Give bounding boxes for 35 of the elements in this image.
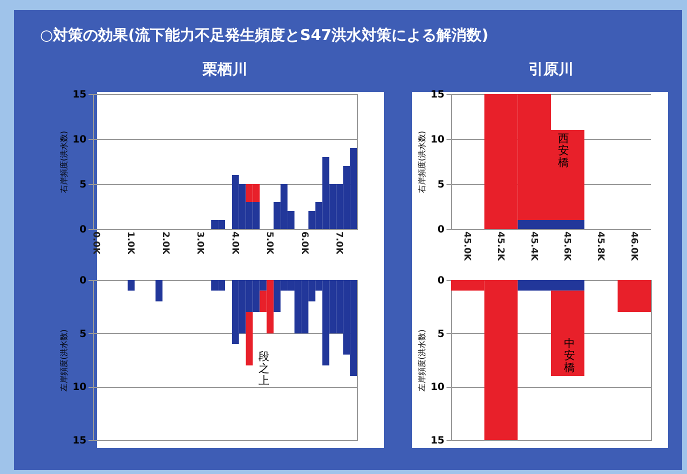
bar bbox=[246, 312, 253, 366]
text: ○対策の効果(流下能力不足発生頻度とS47洪水対策による解消数) bbox=[40, 26, 488, 45]
x-tick-label: 46.0K bbox=[628, 232, 638, 262]
y-tick-label: 10 bbox=[72, 382, 87, 394]
y-axis-title: 左岸頻度(洪水数) bbox=[60, 329, 69, 392]
x-tick-label: 45.4K bbox=[528, 232, 538, 262]
y-tick-label: 0 bbox=[80, 224, 87, 236]
x-tick-label: 45.0K bbox=[462, 232, 472, 262]
y-tick-label: 10 bbox=[72, 134, 87, 146]
y-axis-title: 右岸頻度(洪水数) bbox=[60, 130, 69, 194]
y-tick-label: 0 bbox=[438, 224, 445, 236]
y-tick-label: 5 bbox=[438, 328, 445, 340]
y-tick-label: 5 bbox=[80, 328, 87, 340]
y-tick-label: 0 bbox=[438, 276, 445, 286]
y-tick-label: 5 bbox=[438, 180, 445, 190]
bar bbox=[156, 280, 162, 302]
y-tick-label: 15 bbox=[72, 90, 87, 100]
bar bbox=[551, 290, 584, 376]
bar bbox=[128, 280, 135, 291]
bar bbox=[618, 280, 651, 312]
y-tick-label: 15 bbox=[72, 436, 87, 446]
y-tick-label: 10 bbox=[430, 382, 445, 394]
x-tick-label: 45.8K bbox=[595, 232, 605, 262]
y-tick-label: 5 bbox=[80, 180, 87, 190]
y-axis-title: 右岸頻度(洪水数) bbox=[418, 130, 427, 194]
y-tick-label: 10 bbox=[430, 134, 445, 146]
x-tick-label: 45.2K bbox=[495, 232, 505, 262]
y-tick-label: 0 bbox=[80, 276, 87, 286]
y-tick-label: 15 bbox=[430, 90, 445, 100]
annotation: 中安橋 bbox=[564, 337, 576, 374]
annotation: 西安橋 bbox=[558, 132, 570, 169]
annotation: 段之上 bbox=[258, 350, 270, 387]
x-tick-label: 45.6K bbox=[562, 232, 572, 262]
y-axis-title: 左岸頻度(洪水数) bbox=[418, 329, 427, 392]
y-tick-label: 15 bbox=[430, 436, 445, 446]
